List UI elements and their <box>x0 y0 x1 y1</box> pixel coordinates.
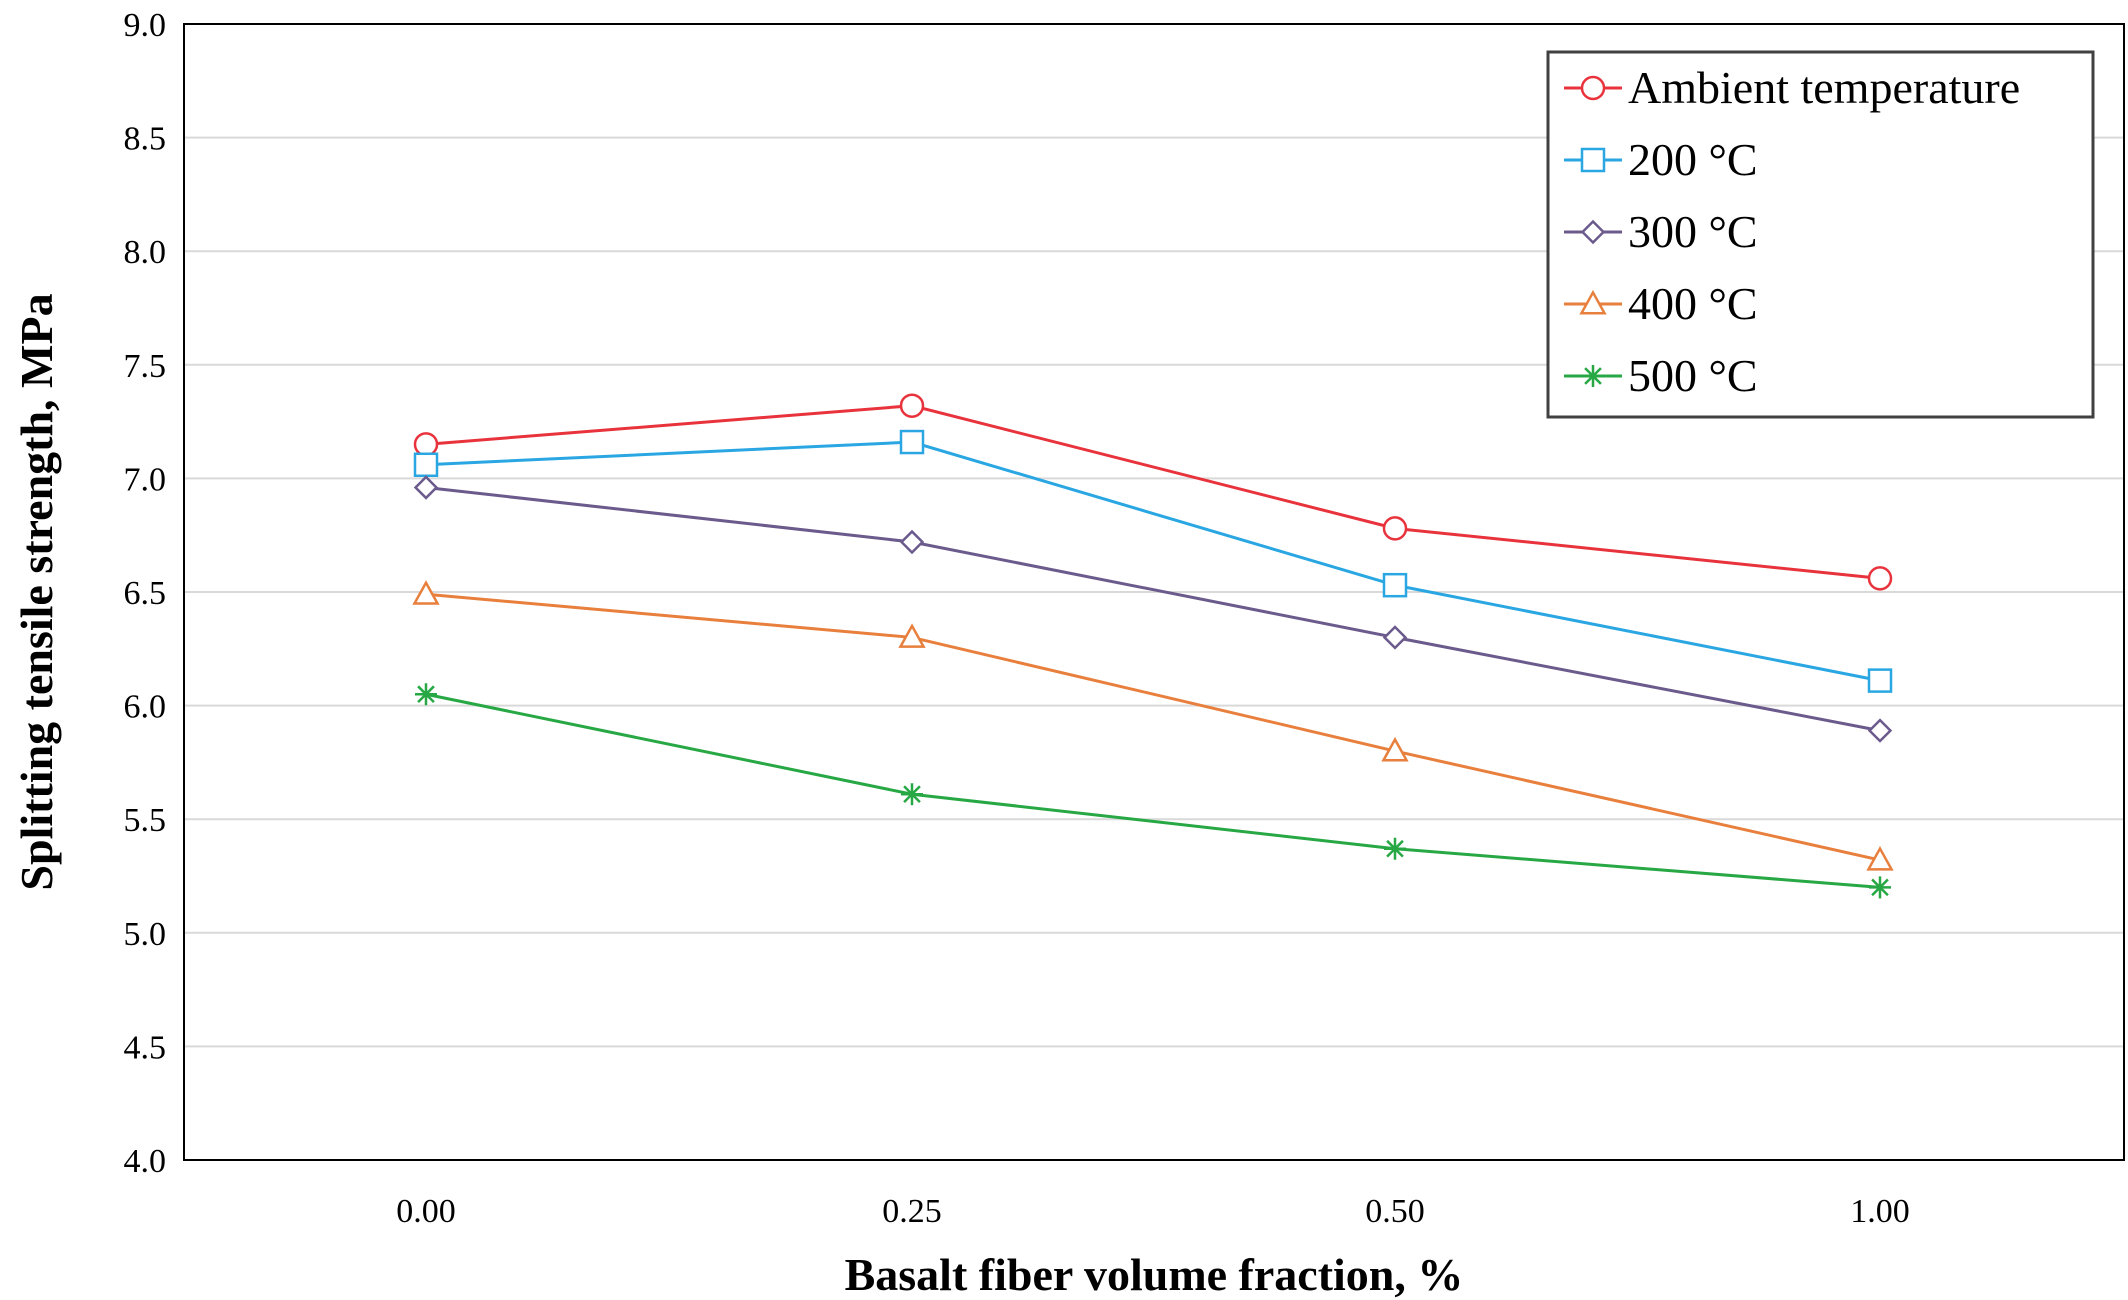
data-point <box>415 683 437 706</box>
y-tick-label: 4.0 <box>124 1143 167 1180</box>
data-point <box>1867 566 1893 591</box>
legend-box <box>1546 50 2095 419</box>
series <box>413 475 1893 743</box>
data-point <box>1582 365 1604 387</box>
legend-item: Ambient temperature <box>1564 62 2020 113</box>
series-layer <box>412 393 1894 899</box>
y-tick-label: 7.5 <box>124 348 167 385</box>
data-point <box>899 393 925 418</box>
data-point <box>1580 75 1606 101</box>
legend-item: 200 °C <box>1564 134 1758 185</box>
y-tick-label: 5.5 <box>124 802 167 839</box>
y-tick-label: 5.0 <box>124 916 167 953</box>
series <box>415 683 1891 899</box>
y-tick-label: 7.0 <box>124 461 167 498</box>
data-point <box>1579 289 1607 315</box>
plot-area-frame <box>183 23 2125 1161</box>
x-axis-label: Basalt fiber volume fraction, % <box>845 1249 1464 1300</box>
y-tick-label: 8.0 <box>124 234 167 271</box>
x-tick-label: 0.00 <box>396 1193 456 1230</box>
series-line <box>425 692 1881 889</box>
y-axis-label: Splitting tensile strength, MPa <box>11 293 62 890</box>
series <box>412 580 1894 871</box>
series-line <box>425 592 1881 862</box>
series-line <box>425 440 1881 683</box>
y-axis-ticks: 4.0 4.5 5.0 5.5 6.0 6.5 7.0 7.5 8.0 8.5 9.0 <box>124 7 167 1180</box>
data-point <box>1869 876 1891 899</box>
data-point <box>901 783 923 806</box>
series-line <box>425 404 1881 580</box>
series <box>413 393 1893 591</box>
legend-label: 300 °C <box>1628 206 1758 257</box>
data-point <box>1382 572 1408 598</box>
y-tick-label: 8.5 <box>124 121 167 158</box>
x-axis-ticks: 0.00 0.25 0.50 1.00 <box>396 1193 1910 1230</box>
data-point <box>898 623 926 648</box>
legend-label: 500 °C <box>1628 350 1758 401</box>
legend-label: 200 °C <box>1628 134 1758 185</box>
data-point <box>1381 736 1409 762</box>
legend-item: 400 °C <box>1564 278 1758 329</box>
x-tick-label: 0.25 <box>882 1193 942 1230</box>
data-point <box>1384 837 1406 860</box>
data-point <box>1382 625 1408 650</box>
legend-item: 500 °C <box>1564 350 1758 401</box>
series <box>413 429 1893 693</box>
gridlines <box>184 136 2124 1048</box>
legend-label: Ambient temperature <box>1628 62 2020 113</box>
data-point <box>1867 718 1893 743</box>
x-tick-label: 0.50 <box>1365 1193 1425 1230</box>
data-point <box>899 429 925 455</box>
data-point <box>1382 516 1408 541</box>
y-tick-label: 4.5 <box>124 1029 167 1066</box>
legend-label: 400 °C <box>1628 278 1758 329</box>
series-line <box>425 485 1881 733</box>
data-point <box>1580 147 1606 173</box>
data-point <box>1580 219 1606 245</box>
data-point <box>412 580 440 605</box>
data-point <box>899 529 925 555</box>
y-tick-label: 6.0 <box>124 689 167 726</box>
data-point <box>413 475 439 500</box>
y-tick-label: 6.5 <box>124 575 167 612</box>
x-tick-label: 1.00 <box>1850 1193 1910 1230</box>
y-tick-label: 9.0 <box>124 7 167 44</box>
data-point <box>413 452 439 478</box>
data-point <box>1867 668 1893 693</box>
legend: Ambient temperature 200 °C 300 °C 400 °C 500… <box>1546 50 2095 419</box>
legend-item: 300 °C <box>1564 206 1758 257</box>
data-point <box>413 432 439 457</box>
data-point <box>1866 845 1894 871</box>
